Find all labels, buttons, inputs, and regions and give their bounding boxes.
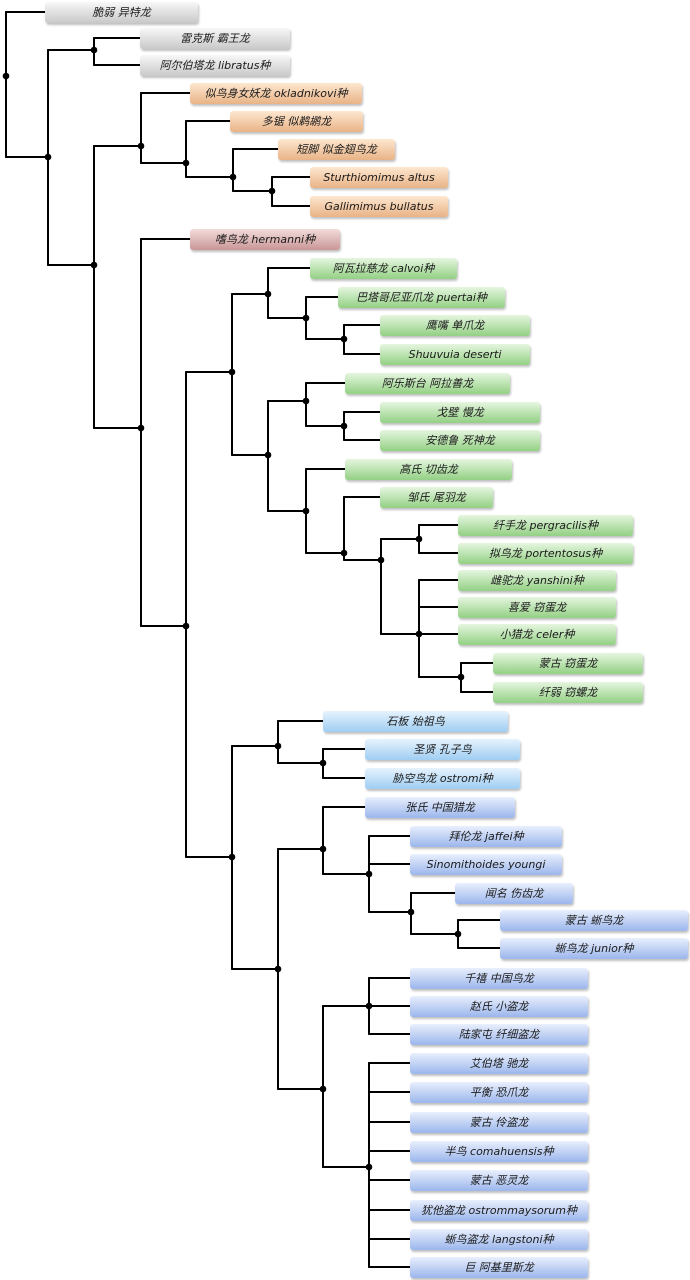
taxon-label: 闻名 伤齿龙 — [455, 883, 573, 904]
node-dot — [302, 397, 310, 405]
node-dot — [415, 535, 423, 543]
taxon-label: 蒙古 伶盗龙 — [410, 1112, 588, 1133]
taxon-label: 脆弱 异特龙 — [45, 2, 198, 23]
node-dot — [407, 908, 415, 916]
node-dot — [302, 507, 310, 515]
taxon-label: 戈壁 慢龙 — [380, 402, 540, 423]
taxon-label: 张氏 中国猎龙 — [365, 797, 515, 818]
taxon-label: Gallimimus bullatus — [310, 196, 448, 217]
node-dot — [340, 335, 348, 343]
taxon-label: 小猎龙 celer种 — [458, 624, 616, 645]
taxon-label: 石板 始祖鸟 — [323, 711, 508, 732]
node-dot — [137, 424, 145, 432]
node-dot — [264, 290, 272, 298]
node-dot — [90, 261, 98, 269]
taxon-label: 拟鸟龙 portentosus种 — [458, 543, 633, 564]
taxon-label: 蜥鸟盗龙 langstoni种 — [410, 1229, 588, 1250]
node-dot — [274, 965, 282, 973]
taxon-label: 蒙古 恶灵龙 — [410, 1170, 588, 1191]
taxon-label: 拜伦龙 jaffei种 — [410, 826, 562, 847]
node-dot — [319, 1085, 327, 1093]
taxon-label: 蒙古 窃蛋龙 — [493, 653, 643, 674]
node-dot — [90, 46, 98, 54]
taxon-label: 蜥鸟龙 junior种 — [500, 938, 688, 959]
taxon-label: 千禧 中国鸟龙 — [410, 968, 588, 989]
taxon-label: 邹氏 尾羽龙 — [380, 487, 493, 508]
node-dot — [229, 173, 237, 181]
taxon-label: Sturthiomimus altus — [310, 167, 448, 188]
taxon-label: 陆家屯 纤细盗龙 — [410, 1024, 588, 1045]
node-dot — [182, 159, 190, 167]
node-dot — [340, 549, 348, 557]
node-dot — [274, 742, 282, 750]
node-dot — [377, 556, 385, 564]
node-dot — [44, 153, 52, 161]
taxon-label: 半鸟 comahuensis种 — [410, 1141, 588, 1162]
node-dot — [365, 1002, 373, 1010]
node-dot — [340, 422, 348, 430]
taxon-label: 赵氏 小盗龙 — [410, 996, 588, 1017]
taxon-label: 阿尔伯塔龙 libratus种 — [140, 55, 290, 76]
node-dot — [228, 853, 236, 861]
taxon-label: Shuuvuia deserti — [380, 344, 530, 365]
node-dot — [415, 630, 423, 638]
taxon-label: 圣贤 孔子鸟 — [365, 739, 520, 760]
taxon-label: 多锯 似鹈鹕龙 — [230, 111, 363, 132]
taxon-label: 纤弱 窃螺龙 — [493, 682, 643, 703]
taxon-label: 高氏 切齿龙 — [345, 459, 512, 480]
node-dot — [319, 759, 327, 767]
taxon-label: 蒙古 蜥鸟龙 — [500, 910, 688, 931]
taxon-label: 胁空鸟龙 ostromi种 — [365, 768, 520, 789]
taxon-label: 安德鲁 死神龙 — [380, 430, 540, 451]
node-dot — [182, 622, 190, 630]
node-dot — [454, 930, 462, 938]
taxon-label: 雌驼龙 yanshini种 — [458, 570, 616, 591]
taxon-label: 平衡 恐爪龙 — [410, 1082, 588, 1103]
taxon-label: 阿乐斯台 阿拉善龙 — [345, 373, 510, 394]
taxon-label: 短脚 似金翅鸟龙 — [278, 139, 395, 160]
node-dot — [264, 451, 272, 459]
taxon-label: 艾伯塔 驰龙 — [410, 1053, 588, 1074]
taxon-label: 鹰嘴 单爪龙 — [380, 315, 530, 336]
taxon-label: 似鸟身女妖龙 okladnikovi种 — [190, 83, 362, 104]
taxon-label: 纤手龙 pergracilis种 — [458, 515, 633, 536]
taxon-label: 巨 阿基里斯龙 — [410, 1257, 588, 1278]
taxon-label: 嗜鸟龙 hermanni种 — [190, 229, 340, 250]
taxon-label: 巴塔哥尼亚爪龙 puertai种 — [338, 287, 505, 308]
taxon-label: 阿瓦拉慈龙 calvoi种 — [310, 258, 457, 279]
taxon-label: 喜爱 窃蛋龙 — [458, 597, 616, 618]
node-dot — [302, 314, 310, 322]
node-dot — [365, 870, 373, 878]
taxon-label: Sinomithoides youngi — [410, 854, 562, 875]
node-dot — [137, 142, 145, 150]
node-dot — [228, 368, 236, 376]
node-dot — [365, 1163, 373, 1171]
node-dot — [2, 72, 10, 80]
taxon-label: 雷克斯 霸王龙 — [140, 28, 290, 49]
node-dot — [457, 673, 465, 681]
taxon-label: 犹他盗龙 ostrommaysorum种 — [410, 1200, 588, 1221]
node-dot — [268, 187, 276, 195]
node-dot — [319, 845, 327, 853]
